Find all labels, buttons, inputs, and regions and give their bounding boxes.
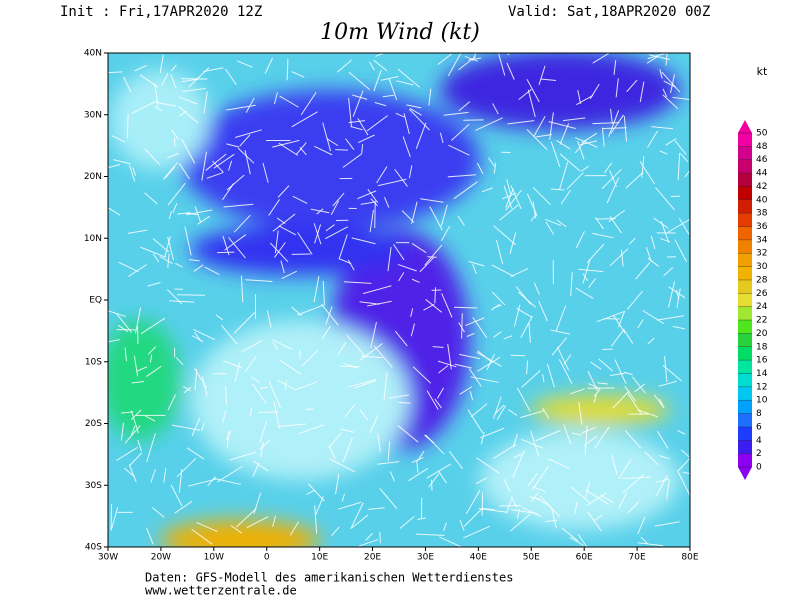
lon-label: 40E [470, 553, 487, 563]
lon-label: 80E [681, 553, 698, 563]
colorbar-segment [738, 387, 752, 400]
colorbar-segment [738, 307, 752, 320]
wind-streak [340, 366, 360, 367]
colorbar-label: 4 [756, 436, 762, 446]
colorbar-segment [738, 320, 752, 333]
colorbar-label: 14 [756, 369, 768, 379]
colorbar-label: 44 [756, 169, 768, 179]
lon-label: 50E [523, 553, 540, 563]
wind-streak [462, 313, 463, 338]
colorbar-segment [738, 200, 752, 213]
colorbar-segment [738, 227, 752, 240]
colorbar-label: 38 [756, 209, 768, 219]
colorbar-segment [738, 253, 752, 266]
wind-streak [217, 252, 234, 253]
lon-label: 10E [311, 553, 328, 563]
wind-streak [399, 403, 411, 404]
colorbar: 0246810121416182022242628303234363840424… [738, 120, 768, 480]
colorbar-label: 8 [756, 409, 762, 419]
colorbar-segment [738, 186, 752, 199]
colorbar-segment [738, 360, 752, 373]
lon-label: 20E [364, 553, 381, 563]
colorbar-segment [738, 133, 752, 146]
lon-label: 10W [204, 553, 224, 563]
colorbar-label: 26 [756, 289, 768, 299]
map-title: 10m Wind (kt) [320, 20, 480, 45]
lat-label: 30S [85, 481, 102, 491]
colorbar-segment [738, 267, 752, 280]
colorbar-label: 32 [756, 249, 767, 259]
lat-label: 10N [84, 234, 102, 244]
colorbar-label: 0 [756, 463, 762, 473]
colorbar-segment [738, 440, 752, 453]
source-note: Daten: GFS-Modell des amerikanischen Wet… [145, 571, 513, 585]
colorbar-unit: kt [757, 65, 768, 78]
colorbar-segment [738, 293, 752, 306]
colorbar-segment [738, 427, 752, 440]
colorbar-label: 50 [756, 129, 768, 139]
wind-streak [335, 150, 348, 151]
colorbar-label: 18 [756, 342, 768, 352]
lat-label: 10S [85, 357, 102, 367]
colorbar-label: 46 [756, 155, 768, 165]
lat-label: 40S [85, 543, 102, 553]
colorbar-label: 24 [756, 302, 768, 312]
colorbar-label: 6 [756, 422, 762, 432]
wind-field [91, 27, 704, 560]
lat-label: 20S [85, 419, 102, 429]
colorbar-segment [738, 173, 752, 186]
wind-streak [177, 295, 205, 296]
colorbar-segment [738, 280, 752, 293]
valid-time: Valid: Sat,18APR2020 00Z [508, 4, 710, 20]
wind-streak [375, 201, 376, 228]
lon-label: 0 [264, 553, 270, 563]
wind-streak [143, 45, 153, 54]
colorbar-segment [738, 146, 752, 159]
lon-label: 30W [98, 553, 118, 563]
colorbar-label: 48 [756, 142, 768, 152]
colorbar-segment [738, 454, 752, 467]
lat-label: 20N [84, 172, 102, 182]
colorbar-low-end [738, 467, 752, 480]
lat-label: 30N [84, 110, 102, 120]
lon-label: 70E [629, 553, 646, 563]
colorbar-label: 28 [756, 275, 768, 285]
colorbar-segment [738, 347, 752, 360]
colorbar-label: 36 [756, 222, 768, 232]
colorbar-label: 10 [756, 396, 768, 406]
colorbar-segment [738, 333, 752, 346]
colorbar-label: 16 [756, 356, 768, 366]
lon-label: 20W [151, 553, 171, 563]
colorbar-label: 34 [756, 235, 768, 245]
wind-streak [431, 480, 432, 491]
colorbar-label: 40 [756, 195, 768, 205]
wind-streak [603, 128, 627, 129]
lon-label: 30E [417, 553, 434, 563]
colorbar-high-end [738, 120, 752, 133]
wind-streak [380, 532, 381, 543]
colorbar-segment [738, 414, 752, 427]
colorbar-label: 2 [756, 449, 762, 459]
source-url: www.wetterzentrale.de [145, 584, 297, 598]
lon-label: 60E [576, 553, 593, 563]
lat-label: EQ [89, 296, 102, 306]
colorbar-segment [738, 240, 752, 253]
colorbar-label: 20 [756, 329, 768, 339]
colorbar-label: 30 [756, 262, 768, 272]
wind-streak [511, 355, 526, 356]
colorbar-label: 22 [756, 316, 767, 326]
colorbar-label: 12 [756, 382, 767, 392]
lat-label: 40N [84, 49, 102, 59]
wind-streak [305, 409, 313, 410]
wind-streak [174, 138, 175, 147]
colorbar-label: 42 [756, 182, 767, 192]
colorbar-segment [738, 160, 752, 173]
colorbar-segment [738, 213, 752, 226]
colorbar-segment [738, 373, 752, 386]
init-time: Init : Fri,17APR2020 12Z [60, 4, 262, 20]
wind-streak [642, 27, 644, 53]
colorbar-segment [738, 400, 752, 413]
